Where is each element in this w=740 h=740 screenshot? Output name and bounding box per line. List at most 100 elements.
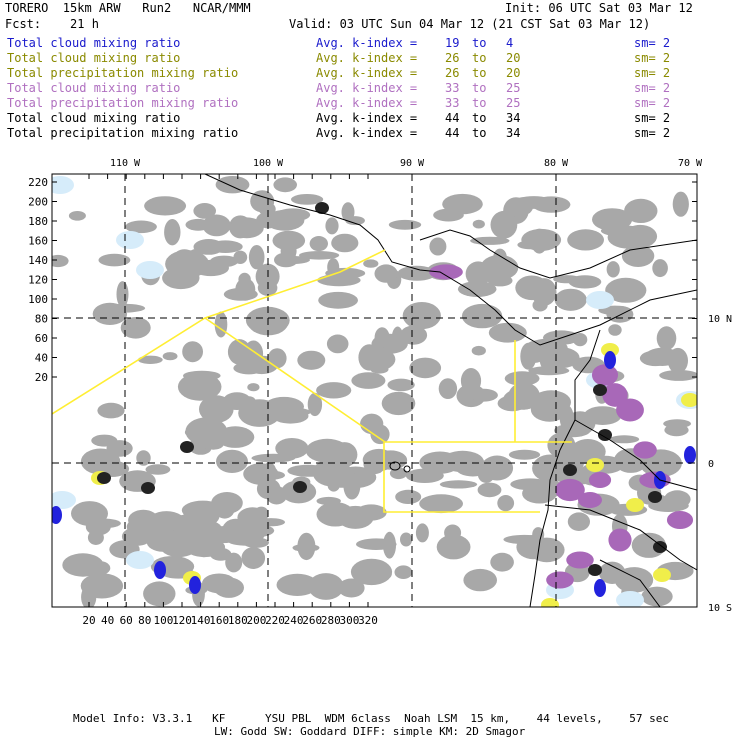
cloud-blob — [121, 527, 153, 546]
legend-field-name: Total cloud mixing ratio — [7, 81, 181, 95]
precip-low-blob — [681, 393, 697, 407]
precip-mid-blob — [616, 398, 644, 422]
cloud-blob — [433, 208, 464, 222]
cloud-blob — [165, 562, 178, 573]
precip-mid-blob — [633, 441, 657, 459]
cloud-blob — [532, 196, 571, 213]
cloud-blob — [202, 214, 231, 237]
thin-cloud-blob — [126, 551, 154, 569]
cloud-blob — [608, 324, 622, 336]
x-grid-label: 180 — [228, 614, 248, 627]
cloud-blob — [363, 452, 387, 475]
cloud-blob — [497, 495, 515, 512]
cloud-high-blob — [604, 351, 616, 369]
x-grid-label: 240 — [284, 614, 304, 627]
forecast-hour: Fcst: 21 h — [5, 17, 99, 31]
cloud-blob — [256, 211, 281, 229]
legend-row: Total precipitation mixing ratio Avg. k-i… — [0, 96, 740, 111]
legend-k-to: 34 — [506, 126, 521, 140]
cloud-blob — [182, 341, 204, 363]
cloud-blob — [532, 527, 545, 542]
cloud-blob — [275, 208, 311, 222]
cloud-blob — [214, 311, 228, 338]
cloud-blob — [193, 203, 216, 219]
cloud-blob — [463, 568, 498, 592]
x-grid-label: 100 — [153, 614, 173, 627]
cloud-blob — [233, 361, 265, 375]
legend-row: Total cloud mixing ratio Avg. k-index = 26… — [0, 51, 740, 66]
cloud-blob — [211, 492, 243, 514]
cloud-blob — [528, 366, 570, 376]
legend-to: to — [472, 126, 487, 140]
latitude-label: 10 N — [708, 314, 732, 325]
cloud-blob — [307, 392, 323, 417]
cloud-blob — [97, 402, 125, 419]
cloud-blob — [180, 519, 222, 536]
model-title: TORERO 15km ARW Run2 NCAR/MMM — [5, 1, 251, 15]
cloud-blob — [504, 371, 540, 386]
legend-k-from: 44 — [445, 126, 460, 140]
precip-mid-blob — [429, 264, 463, 280]
cloud-blob — [553, 275, 581, 284]
cloud-blob — [314, 468, 333, 481]
cloud-blob — [370, 424, 390, 445]
cloud-blob — [471, 345, 486, 356]
cloud-blob — [394, 565, 413, 579]
cloud-blob — [338, 578, 365, 598]
cloud-blob — [120, 317, 151, 339]
cloud-blob — [381, 391, 416, 416]
thin-cloud-blob — [586, 291, 614, 309]
cloud-blob — [387, 378, 415, 392]
cloud-blob — [202, 573, 237, 594]
legend-field-name: Total precipitation mixing ratio — [7, 66, 239, 80]
y-grid-label: 180 — [28, 215, 48, 228]
precip-low-blob — [601, 343, 619, 357]
cloud-blob — [436, 534, 471, 560]
flight-track — [383, 442, 540, 513]
cloud-blob — [193, 239, 224, 255]
flight-track — [204, 317, 572, 443]
coastline-south-america — [529, 329, 601, 607]
legend-smoothing: sm= 2 — [634, 96, 671, 110]
x-grid-label: 220 — [265, 614, 285, 627]
cloud-blob — [391, 326, 404, 352]
legend-smoothing: sm= 2 — [634, 51, 671, 65]
cloud-blob — [243, 537, 269, 548]
precip-mid-blob — [577, 492, 603, 508]
cloud-blob — [275, 438, 309, 459]
precip-mid-blob — [591, 364, 619, 386]
cloud-blob — [164, 219, 181, 246]
legend-to: to — [472, 36, 487, 50]
cloud-blob — [351, 372, 386, 389]
legend-field-name: Total precipitation mixing ratio — [7, 126, 239, 140]
y-grid-label: 160 — [28, 235, 48, 248]
cloud-blob — [87, 530, 104, 545]
cloud-blob — [529, 537, 565, 563]
legend-avg-label: Avg. k-index = — [316, 36, 418, 50]
cloud-blob — [530, 397, 569, 422]
cloud-blob — [247, 383, 260, 392]
cloud-blob — [592, 208, 633, 231]
legend-to: to — [472, 111, 487, 125]
valid-time: Valid: 03 UTC Sun 04 Mar 12 (21 CST Sat … — [289, 17, 651, 31]
cloud-blob — [659, 369, 697, 381]
cloud-blob — [235, 278, 256, 301]
legend-k-to: 4 — [506, 36, 514, 50]
latitude-label: 10 S — [708, 603, 732, 614]
cloud-blob — [350, 558, 393, 586]
y-grid-label: 100 — [28, 293, 48, 306]
coastline-pacific — [204, 174, 697, 346]
cloud-blob — [554, 288, 587, 311]
legend-k-from: 26 — [445, 51, 460, 65]
legend-smoothing: sm= 2 — [634, 66, 671, 80]
cloud-blob — [493, 248, 507, 267]
cloud-blob — [461, 303, 503, 329]
cloud-blob — [243, 463, 279, 485]
legend-to: to — [472, 51, 487, 65]
y-grid-label: 200 — [28, 196, 48, 209]
cloud-blob — [488, 322, 527, 343]
cloud-blob — [318, 291, 358, 309]
cloud-blob — [309, 236, 328, 252]
legend-field-name: Total cloud mixing ratio — [7, 111, 181, 125]
